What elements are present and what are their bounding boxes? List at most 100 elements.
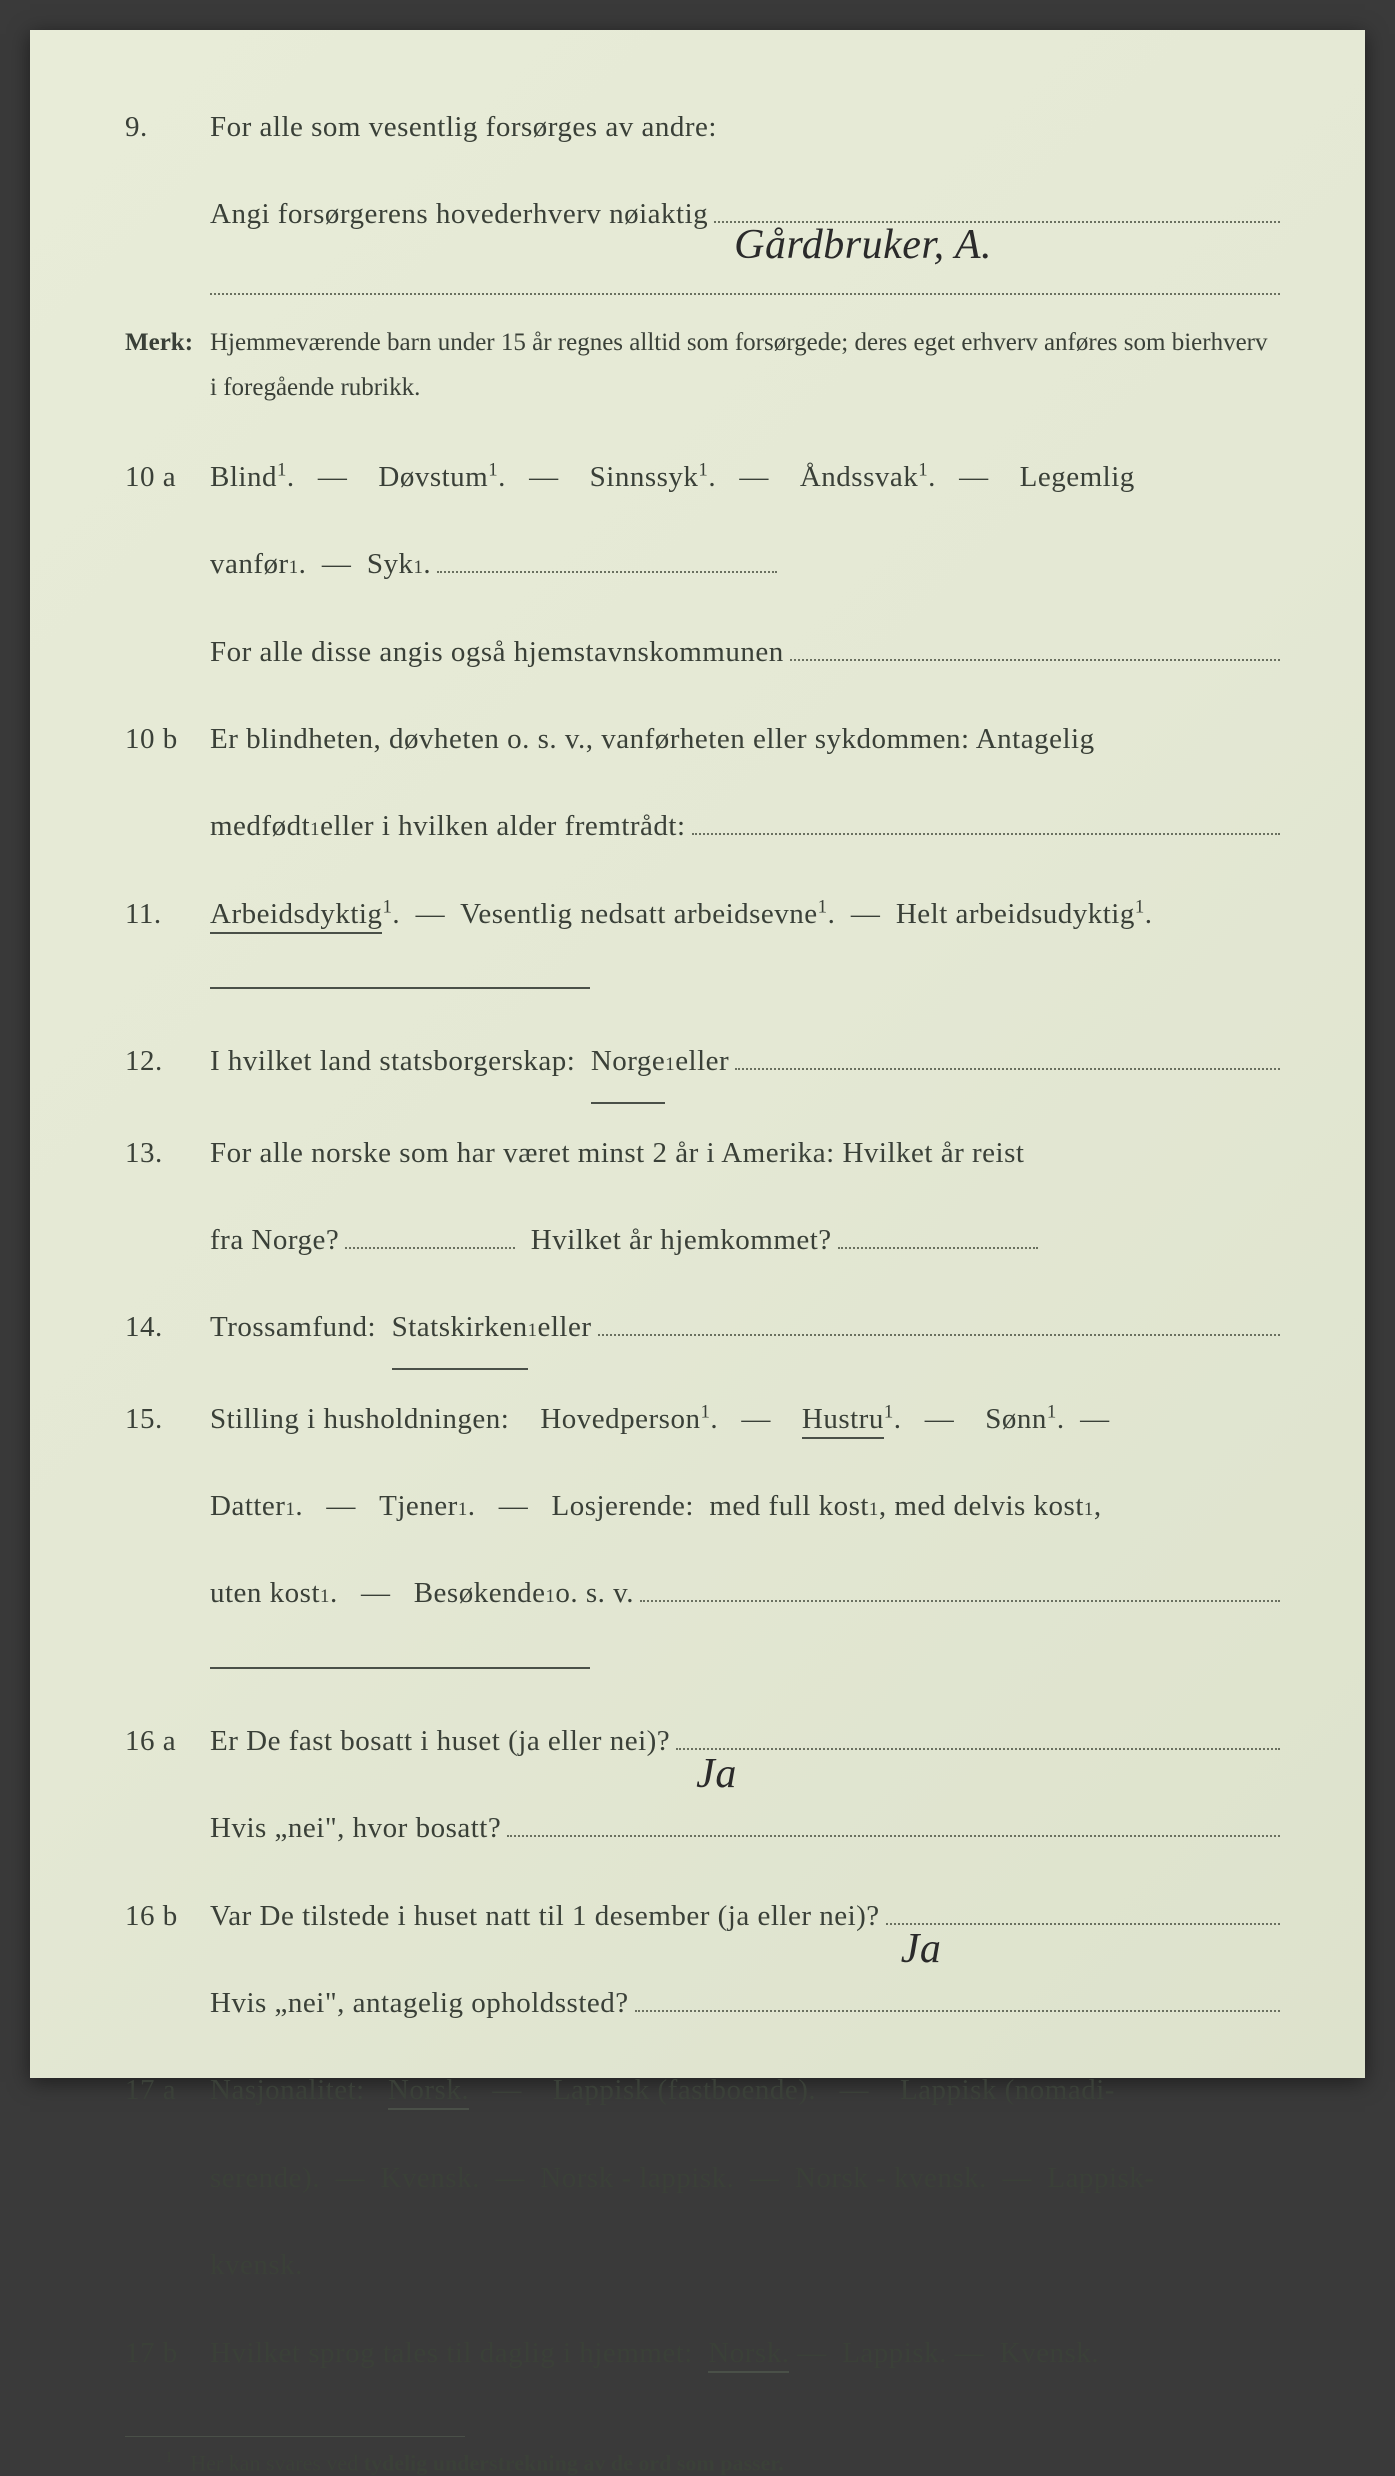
q10b-eller: eller i hvilken alder fremtrådt: [320, 789, 685, 864]
question-10a: 10 a Blind1. — Døvstum1. — Sinnssyk1. — … [115, 440, 1280, 515]
q13-franorge: fra Norge? [210, 1203, 339, 1278]
q17a-lappisk2: Lappisk- [1047, 2141, 1154, 2216]
q11-arbeidsdyktig: Arbeidsdyktig [210, 898, 382, 934]
q12-content: I hvilket land statsborgerskap: Norge1 e… [210, 1024, 1280, 1103]
q11-nedsatt: Vesentlig nedsatt arbeidsevne [460, 898, 818, 930]
q17b-number: 17 b [115, 2316, 210, 2391]
q10a-vanfor: vanfør [210, 527, 289, 602]
question-16a: 16 a Er De fast bosatt i huset (ja eller… [115, 1704, 1280, 1779]
q15-hustru: Hustru [802, 1403, 884, 1439]
q10b-content: Er blindheten, døvheten o. s. v., vanfør… [210, 702, 1280, 777]
q9-handwritten-answer: Gårdbruker, A. [734, 191, 992, 300]
q9-line2-label: Angi forsørgerens hovederhverv nøiaktig [210, 177, 708, 252]
q17a-content: Nasjonalitet: Norsk. — Lappisk (fastboen… [210, 2053, 1280, 2128]
q13-line2: fra Norge? Hvilket år hjemkommet? [115, 1203, 1280, 1278]
q9-answer-line: Gårdbruker, A. [714, 221, 1280, 223]
q17a-norsk: Norsk. [388, 2074, 469, 2110]
q10b-number: 10 b [115, 702, 210, 777]
q12-blank [735, 1068, 1280, 1070]
question-13: 13. For alle norske som har været minst … [115, 1116, 1280, 1191]
q11-number: 11. [115, 877, 210, 952]
q17b-lappisk: Lappisk. [842, 2337, 947, 2369]
question-12: 12. I hvilket land statsborgerskap: Norg… [115, 1024, 1280, 1103]
q10a-andssvak: Åndssvak [800, 461, 918, 493]
q10a-dovstum: Døvstum [378, 461, 488, 493]
q16a-blank [507, 1835, 1280, 1837]
q17a-kvensk: Kvensk. [380, 2141, 479, 2216]
q14-blank [598, 1334, 1280, 1336]
q10a-blank1 [437, 571, 777, 573]
footnote-text-bold: tydelig understrekning av de ord som pas… [364, 2450, 784, 2475]
q15-fullkost: med full kost [709, 1469, 869, 1544]
q14-number: 14. [115, 1290, 210, 1365]
q10a-legemlig: Legemlig [1020, 461, 1135, 493]
q15-osv: o. s. v. [555, 1556, 634, 1631]
q15-content: Stilling i husholdningen: Hovedperson1. … [210, 1382, 1280, 1457]
q13-blank2 [838, 1247, 1038, 1249]
q13-number: 13. [115, 1116, 210, 1191]
q17a-lappisk-fast: Lappisk (fastboende). [553, 2074, 816, 2106]
question-14: 14. Trossamfund: Statskirken1 eller [115, 1290, 1280, 1369]
q15-datter: Datter [210, 1469, 285, 1544]
q9-line1: For alle som vesentlig forsørges av andr… [210, 111, 717, 143]
footnote: 1 Her kan svares ved tydelig understrekn… [115, 2449, 1280, 2476]
q15-number: 15. [115, 1382, 210, 1457]
q16a-text2: Hvis „nei", hvor bosatt? [210, 1791, 501, 1866]
q13-text1: For alle norske som har været minst 2 år… [210, 1137, 1024, 1169]
q10b-line2: medfødt1 eller i hvilken alder fremtrådt… [115, 789, 1280, 864]
merk-label: Merk: [115, 320, 210, 410]
q16b-text1: Var De tilstede i huset natt til 1 desem… [210, 1879, 880, 1954]
q17a-norskkvensk: Norsk - kvensk. [795, 2141, 987, 2216]
question-15: 15. Stilling i husholdningen: Hovedperso… [115, 1382, 1280, 1457]
q15-delviskost: med delvis kost [894, 1469, 1084, 1544]
q10b-blank [692, 833, 1280, 835]
q17a-kvensk2: kvensk. [210, 2228, 303, 2303]
footnote-separator [125, 2436, 465, 2437]
q15-losjerende: Losjerende: [551, 1469, 693, 1544]
q16b-number: 16 b [115, 1879, 210, 1954]
q10b-medfodt: medfødt [210, 789, 310, 864]
separator-3 [210, 1667, 590, 1669]
q17a-line3: kvensk. [115, 2228, 1280, 2303]
q15-blank [640, 1600, 1280, 1602]
q16a-answer-line: Ja [676, 1748, 1280, 1750]
merk-text: Hjemmeværende barn under 15 år regnes al… [210, 320, 1280, 410]
q16b-content: Var De tilstede i huset natt til 1 desem… [210, 1879, 1280, 1954]
footnote-text-plain: Her kan svares ved [190, 2450, 364, 2475]
q12-norge: Norge [591, 1024, 665, 1103]
q10a-blind: Blind [210, 461, 277, 493]
q15-hovedperson: Hovedperson [540, 1403, 700, 1435]
q10b-text1: Er blindheten, døvheten o. s. v., vanfør… [210, 723, 1095, 755]
question-17b: 17 b Hvilket sprog tales til daglig i hj… [115, 2316, 1280, 2391]
q14-content: Trossamfund: Statskirken1 eller [210, 1290, 1280, 1369]
q12-number: 12. [115, 1024, 210, 1099]
q17b-text: Hvilket sprog tales til daglig i hjemmet… [210, 2337, 693, 2369]
q12-text: I hvilket land statsborgerskap: [210, 1024, 575, 1099]
q16b-text2: Hvis „nei", antagelig opholdssted? [210, 1966, 629, 2041]
q15-line2: Datter1. — Tjener1. — Losjerende: med fu… [115, 1469, 1280, 1544]
q13-blank1 [345, 1247, 515, 1249]
q10a-syk: Syk [367, 527, 414, 602]
q17a-line2: serende). — Kvensk. — Norsk - lappisk. —… [115, 2141, 1280, 2216]
q17a-norsklappisk: Norsk - lappisk. [540, 2141, 734, 2216]
q10a-line2: vanfør1. — Syk1. [115, 527, 1280, 602]
q9-number: 9. [115, 90, 210, 165]
q15-utenkost: uten kost [210, 1556, 320, 1631]
q17b-norsk: Norsk. [708, 2337, 789, 2373]
q10a-content: Blind1. — Døvstum1. — Sinnssyk1. — Åndss… [210, 440, 1280, 515]
q9-content: For alle som vesentlig forsørges av andr… [210, 90, 1280, 165]
q17a-serende: serende). [210, 2141, 320, 2216]
question-17a: 17 a Nasjonalitet: Norsk. — Lappisk (fas… [115, 2053, 1280, 2128]
census-form-page: 9. For alle som vesentlig forsørges av a… [30, 30, 1365, 2078]
question-10b: 10 b Er blindheten, døvheten o. s. v., v… [115, 702, 1280, 777]
q14-text: Trossamfund: [210, 1290, 376, 1365]
q9-line2-row: Angi forsørgerens hovederhverv nøiaktig … [115, 177, 1280, 252]
q17b-content: Hvilket sprog tales til daglig i hjemmet… [210, 2316, 1280, 2391]
q11-content: Arbeidsdyktig1. — Vesentlig nedsatt arbe… [210, 877, 1280, 952]
separator-2 [210, 987, 590, 989]
q17a-number: 17 a [115, 2053, 210, 2128]
q15-text: Stilling i husholdningen: [210, 1403, 509, 1435]
question-9: 9. For alle som vesentlig forsørges av a… [115, 90, 1280, 165]
q10a-blank2 [790, 659, 1280, 661]
q14-eller: eller [538, 1290, 592, 1365]
